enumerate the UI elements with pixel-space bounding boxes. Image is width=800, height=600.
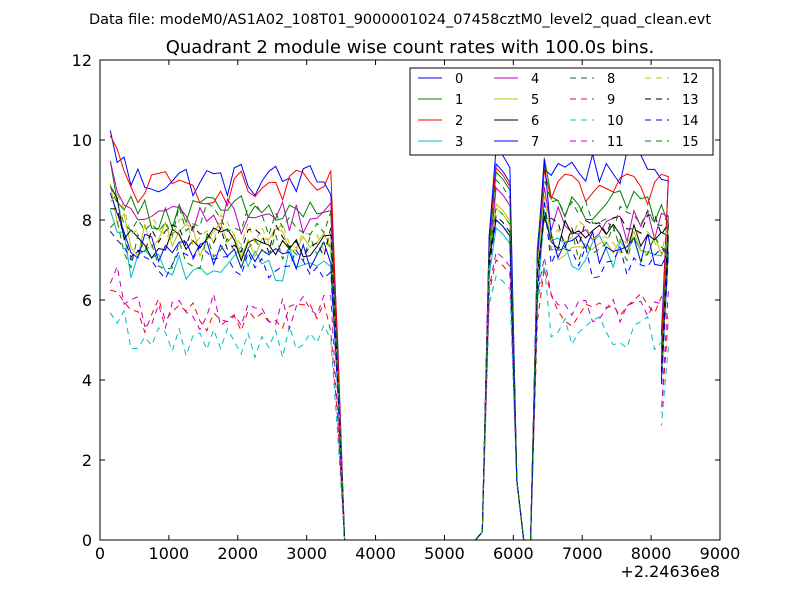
legend-label-3: 3	[455, 135, 463, 150]
y-tick-label: 6	[82, 291, 92, 310]
x-tick-label: 5000	[424, 544, 465, 563]
x-tick-label: 6000	[493, 544, 534, 563]
x-tick-label: 0	[95, 544, 105, 563]
y-tick-label: 10	[72, 131, 92, 150]
x-tick-label: 3000	[286, 544, 327, 563]
plot-lines	[109, 130, 669, 541]
legend-label-11: 11	[607, 135, 624, 150]
legend-label-9: 9	[607, 93, 615, 108]
legend-label-15: 15	[682, 135, 699, 150]
axis-ticks: 0 1000 2000 3000 4000 5000 6000 7000 8000 9000 0 2 4…	[72, 51, 741, 563]
series-line-7	[109, 146, 669, 541]
series-line-15	[109, 178, 669, 541]
series-line-10	[109, 265, 669, 541]
data-file-header: Data file: modeM0/AS1A02_108T01_90000010…	[89, 12, 711, 28]
y-tick-label: 12	[72, 51, 92, 70]
x-tick-label: 1000	[149, 544, 190, 563]
series-line-8	[109, 200, 669, 541]
legend-label-2: 2	[455, 114, 463, 129]
legend-label-8: 8	[607, 72, 615, 87]
legend-box	[409, 67, 714, 156]
x-tick-label: 7000	[562, 544, 603, 563]
x-tick-label: 4000	[355, 544, 396, 563]
x-tick-label: 8000	[631, 544, 672, 563]
y-tick-label: 0	[82, 531, 92, 550]
x-tick-label: 9000	[700, 544, 741, 563]
legend-label-5: 5	[531, 93, 539, 108]
series-line-13	[110, 208, 669, 541]
series-line-11	[109, 251, 669, 541]
legend-label-0: 0	[455, 72, 463, 87]
legend-label-13: 13	[682, 93, 699, 108]
legend-label-14: 14	[682, 114, 699, 129]
chart-title: Quadrant 2 module wise count rates with …	[166, 37, 655, 58]
y-tick-label: 4	[82, 371, 92, 390]
x-offset-label: +2.24636e8	[620, 562, 720, 581]
series-line-3	[109, 210, 669, 541]
legend-label-7: 7	[531, 135, 539, 150]
y-tick-label: 8	[82, 211, 92, 230]
legend-label-4: 4	[531, 72, 539, 87]
series-line-2	[109, 135, 669, 541]
legend-label-1: 1	[455, 93, 463, 108]
series-line-0	[109, 130, 669, 541]
series-line-1	[109, 157, 669, 541]
legend-label-6: 6	[531, 114, 539, 129]
series-line-9	[110, 259, 669, 541]
y-tick-label: 2	[82, 451, 92, 470]
x-tick-label: 2000	[217, 544, 258, 563]
legend-label-12: 12	[682, 72, 699, 87]
series-line-14	[109, 202, 669, 541]
series-line-6	[109, 185, 669, 541]
legend-label-10: 10	[607, 114, 624, 129]
